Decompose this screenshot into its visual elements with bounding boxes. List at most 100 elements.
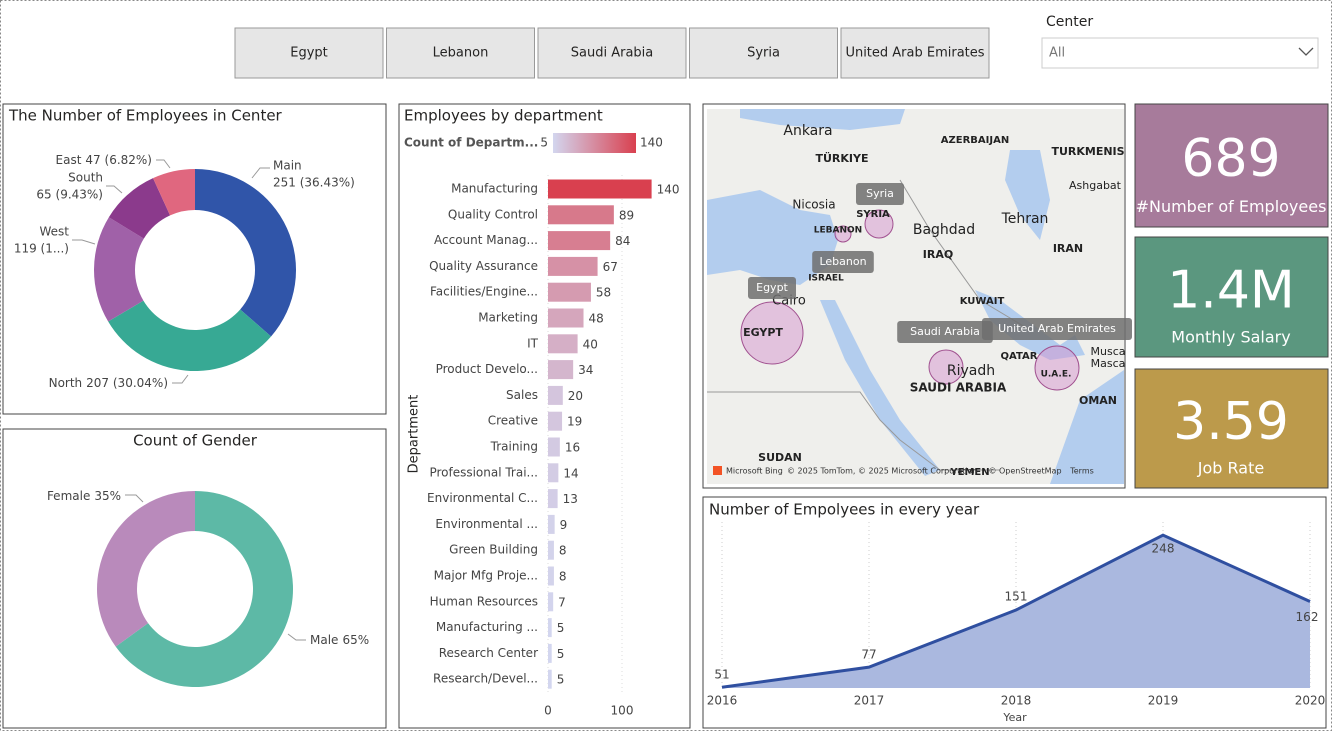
data-label: 51 — [714, 668, 729, 682]
kpi-card — [1134, 368, 1329, 489]
legend-min: 5 — [540, 136, 548, 150]
slice-name: North — [49, 376, 83, 390]
map-tag-label: Egypt — [756, 281, 788, 294]
filter-button[interactable] — [840, 27, 990, 79]
bar — [548, 385, 563, 405]
sea — [1050, 370, 1124, 484]
map-tag-label: Saudi Arabia — [910, 325, 980, 338]
map-place: SYRIA — [856, 209, 890, 220]
filter-button-label: Egypt — [290, 46, 328, 61]
kpi-value: 689 — [1181, 129, 1280, 189]
map-bubble — [928, 349, 964, 385]
map-place: Tehran — [1001, 211, 1049, 227]
slice-name: Male — [310, 633, 338, 647]
filter-button-label: Syria — [747, 46, 780, 61]
sea — [707, 190, 838, 285]
data-label: 77 — [861, 648, 876, 662]
kpi-card — [1134, 236, 1329, 358]
donut-slice — [108, 178, 171, 239]
bar — [548, 437, 560, 457]
filter-button[interactable] — [234, 27, 384, 79]
slice-name: Main — [273, 159, 302, 173]
y-tick-label: Quality Assurance — [429, 259, 538, 273]
slice-name: East — [56, 153, 82, 167]
y-tick-label: Manufacturing ... — [436, 620, 538, 634]
map-place: AZERBAIJAN — [941, 135, 1009, 146]
y-tick-label: Marketing — [478, 311, 538, 325]
x-tick-label: 2018 — [1001, 694, 1032, 708]
y-tick-label: Product Develo... — [436, 362, 538, 376]
bar — [548, 514, 555, 534]
y-tick-label: Environmental C... — [427, 491, 538, 505]
filter-button[interactable] — [537, 27, 687, 79]
map-place: QATAR — [1001, 351, 1038, 362]
data-label: 48 — [589, 312, 604, 326]
map-place: EGYPT — [743, 326, 783, 339]
map-place: KUWAIT — [960, 296, 1005, 307]
map-place: SAUDI ARABIA — [910, 381, 1007, 395]
map-place: Masca — [1091, 357, 1126, 370]
bar — [548, 334, 578, 354]
y-tick-label: Quality Control — [448, 207, 538, 221]
donut-slice — [108, 300, 272, 372]
bar — [548, 540, 554, 560]
data-label: 8 — [559, 570, 567, 584]
map-tag — [897, 321, 993, 343]
map-place: TÜRKIYE — [815, 151, 868, 165]
chart-title: Count of Gender — [133, 432, 258, 450]
leader-line — [72, 239, 96, 245]
filter-button[interactable] — [689, 27, 838, 79]
filter-button-label: United Arab Emirates — [845, 46, 984, 61]
sea — [740, 109, 905, 130]
map-credit: Microsoft Bing — [726, 467, 783, 476]
leader-line — [287, 633, 306, 641]
kpi-card — [1134, 103, 1329, 228]
legend-max: 140 — [640, 136, 663, 150]
data-label: 34 — [578, 363, 593, 377]
bar — [548, 282, 591, 302]
leader-line — [251, 167, 270, 179]
data-label: 65% — [342, 633, 369, 647]
data-label: 5 — [557, 647, 565, 661]
data-label: 19 — [567, 415, 582, 429]
bar — [548, 231, 611, 251]
leader-line — [106, 185, 123, 194]
data-label: 84 — [615, 234, 630, 248]
bar — [548, 360, 574, 380]
donut-slice — [153, 169, 195, 216]
bing-logo — [713, 466, 722, 475]
map-credit: © OpenStreetMap — [988, 467, 1061, 476]
bar — [548, 489, 558, 509]
donut-slice — [97, 491, 195, 647]
bar — [548, 592, 554, 612]
map-tag-label: Lebanon — [819, 255, 866, 268]
line — [721, 533, 1311, 689]
y-tick-label: IT — [527, 336, 539, 350]
y-tick-label: Human Resources — [430, 594, 538, 608]
slicer-value: All — [1049, 46, 1065, 61]
sea — [1005, 150, 1050, 240]
chart-title: Number of Empolyees in every year — [709, 501, 980, 519]
border — [707, 391, 1000, 471]
map-tag-label: United Arab Emirates — [998, 322, 1116, 335]
data-label: 162 — [1296, 610, 1319, 624]
slice-name: Female — [47, 489, 90, 503]
panel — [398, 103, 691, 729]
leader-line — [156, 159, 171, 169]
slicer-dropdown[interactable] — [1041, 37, 1319, 69]
filter-button[interactable] — [386, 27, 535, 79]
map-bubble — [834, 225, 852, 243]
x-tick-label: 2017 — [854, 694, 885, 708]
data-label: 89 — [619, 208, 634, 222]
data-label: 7 — [558, 595, 566, 609]
data-label: 248 — [1152, 542, 1175, 556]
kpi-label: #Number of Employees — [1136, 197, 1327, 216]
kpi-value: 1.4M — [1167, 260, 1295, 320]
filter-button-label: Saudi Arabia — [571, 46, 654, 61]
data-label: 47 (6.82%) — [85, 153, 152, 167]
bar — [548, 205, 614, 225]
map-place: U.A.E. — [1041, 370, 1072, 380]
data-label: 9 — [560, 518, 568, 532]
bar — [548, 618, 552, 638]
map-place: IRAQ — [923, 248, 953, 261]
